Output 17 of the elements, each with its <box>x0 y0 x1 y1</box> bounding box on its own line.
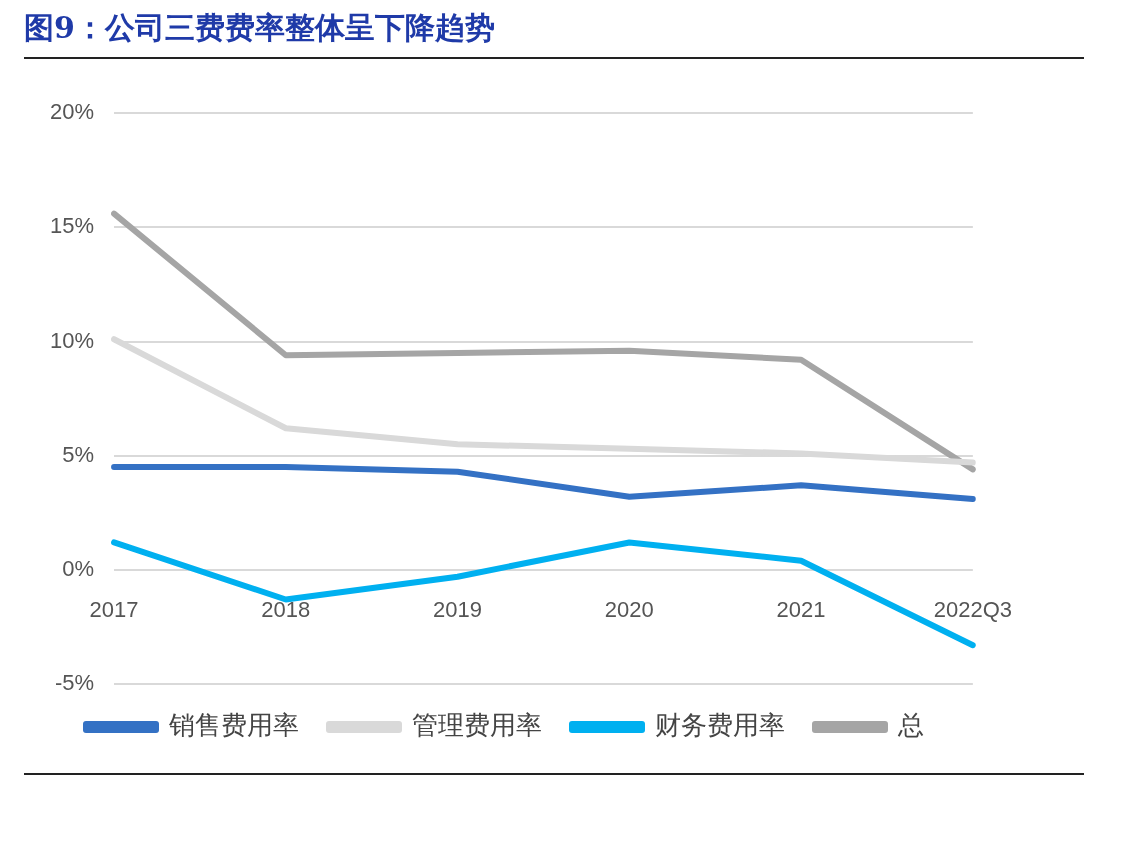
x-tick-label: 2018 <box>261 597 311 623</box>
x-tick-label: 2021 <box>776 597 826 623</box>
y-tick-label: 20% <box>49 99 95 125</box>
y-tick-label: 0% <box>62 555 95 581</box>
chart-title: 图9：公司三费费率整体呈下降趋势 <box>24 8 1084 59</box>
x-tick-label: 2020 <box>604 597 654 623</box>
x-tick-label: 2019 <box>433 597 483 623</box>
y-tick-label: -5% <box>54 670 95 696</box>
legend-label: 总 <box>897 709 924 740</box>
x-tick-label: 2022Q3 <box>933 597 1012 623</box>
x-tick-label: 2017 <box>89 597 139 623</box>
legend-label: 销售费用率 <box>168 709 299 740</box>
y-tick-label: 5% <box>62 441 95 467</box>
y-tick-label: 10% <box>49 327 95 353</box>
legend-label: 管理费用率 <box>412 709 542 740</box>
y-tick-label: 15% <box>49 213 95 239</box>
legend-label: 财务费用率 <box>655 709 785 740</box>
